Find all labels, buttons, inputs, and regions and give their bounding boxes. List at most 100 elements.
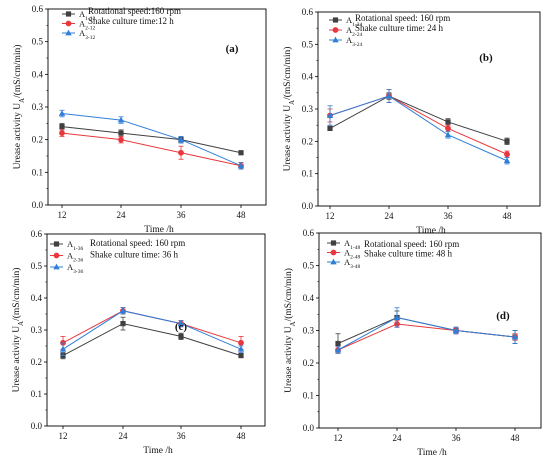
x-tick-label: 12 [58, 210, 67, 220]
x-tick-label: 36 [177, 210, 187, 220]
panel-label: (d) [496, 310, 510, 322]
y-tick-label: 0.0 [302, 201, 314, 211]
annotation-text: Shake culture time: 36 h [90, 250, 178, 260]
panel-label: (b) [479, 52, 493, 64]
annotation-text: Rotational speed: 160 rpm [364, 239, 459, 249]
legend-entry-1-12: A1-12 [62, 9, 95, 22]
legend-entry-1-24: A1-24 [329, 15, 362, 28]
series-line [337, 323, 516, 351]
panel-label: (c) [175, 321, 188, 333]
legend-marker [53, 263, 60, 270]
y-axis-title-main: Urease activity U [283, 105, 293, 172]
legend-entry-2-36: A2-36 [50, 251, 83, 264]
series-line [61, 126, 242, 154]
legend-label-main: A [344, 248, 351, 258]
legend-entry-1-48: A1-48 [327, 238, 360, 251]
legend-label-main: A [67, 239, 74, 249]
legend-marker [332, 36, 339, 43]
y-tick-label: 0.2 [31, 357, 42, 367]
chart-panel-b: 0.0 0.1 0.2 0.3 0.4 0.5 0.6 12 24 36 48 Time /h Urea… [282, 7, 541, 236]
legend-label-sub: 2-48 [350, 255, 360, 261]
legend-label-main: A [346, 15, 353, 25]
series-2-24 [327, 89, 510, 158]
y-tick-label: 0.4 [303, 293, 315, 303]
y-tick-label: 0.4 [31, 293, 43, 303]
legend-marker [53, 241, 60, 247]
series-2-12 [59, 129, 244, 170]
y-tick-label: 0.4 [32, 69, 44, 79]
data-point [237, 345, 245, 352]
legend-label-main: A [344, 257, 351, 267]
legend-marker [330, 249, 337, 256]
data-point [59, 345, 67, 352]
data-point [118, 136, 124, 143]
series-1-24 [327, 92, 510, 145]
legend-entry-3-12: A3-12 [62, 28, 95, 41]
y-tick-label: 0.1 [31, 389, 42, 399]
annotation-text: Shake culture time: 48 h [364, 249, 452, 259]
chart-panel-a: 0.0 0.1 0.2 0.3 0.4 0.5 0.6 12 24 36 48 Time /h Urea… [12, 4, 267, 235]
legend-entry-1-36: A1-36 [50, 239, 83, 252]
series-line [329, 95, 508, 142]
y-axis-title-unit: /(mS/cm/min) [283, 268, 294, 321]
legend-entry-3-24: A3-24 [329, 35, 362, 48]
legend-label: A3-24 [346, 35, 362, 48]
y-tick-label: 0.1 [302, 169, 313, 179]
series-line [62, 323, 242, 357]
x-tick-label: 48 [237, 431, 247, 441]
series-3-12 [58, 109, 245, 170]
y-tick-label: 0.6 [32, 4, 44, 14]
x-tick-label: 36 [444, 211, 454, 221]
legend-label: A3-12 [79, 28, 95, 41]
legend-label-sub: 2-36 [73, 258, 83, 264]
data-point [393, 314, 401, 320]
y-tick-label: 0.3 [303, 326, 315, 336]
y-tick-label: 0.0 [31, 421, 43, 431]
legend-entry-3-36: A3-36 [50, 262, 83, 275]
x-tick-label: 48 [503, 211, 513, 221]
data-point [503, 157, 511, 164]
legend-label-main: A [79, 28, 86, 38]
annotation-text: Rotational speed: 160 rpm [355, 13, 450, 23]
y-axis-title: Urease activity UA/(mS/cm/min) [282, 47, 296, 172]
plot-frame [47, 8, 267, 206]
x-tick-label: 48 [237, 210, 247, 220]
series-line [337, 316, 516, 351]
legend-label: A2-48 [344, 248, 360, 261]
y-tick-label: 0.4 [302, 72, 314, 82]
legend-marker [65, 29, 72, 36]
y-axis-title-unit: /(mS/cm/min) [11, 268, 22, 321]
legend-label: A2-24 [346, 25, 362, 38]
y-axis-title-main: Urease activity U [12, 326, 22, 393]
y-axis-title-unit: /(mS/cm/min) [282, 47, 293, 100]
y-tick-label: 0.2 [303, 358, 314, 368]
y-tick-label: 0.3 [302, 104, 314, 114]
annotation-text: Shake culture time: 24 h [355, 23, 443, 33]
data-point [445, 119, 451, 125]
data-point [59, 130, 65, 137]
legend-label-main: A [346, 35, 353, 45]
data-point [444, 131, 452, 138]
y-tick-label: 0.5 [303, 261, 315, 271]
data-point [177, 320, 185, 326]
y-tick-label: 0.1 [32, 167, 43, 177]
y-tick-label: 0.5 [302, 39, 314, 49]
data-point [238, 150, 244, 156]
legend-marker [330, 240, 337, 246]
legend-entry-2-48: A2-48 [327, 248, 360, 261]
data-point [238, 339, 244, 346]
legend-label-sub: 3-48 [350, 264, 360, 270]
legend-label: A1-12 [79, 9, 95, 22]
legend-marker [332, 17, 339, 23]
series-1-36 [60, 316, 244, 360]
legend-label-sub: 3-24 [352, 42, 362, 48]
legend-marker [330, 258, 337, 265]
legend-label-main: A [346, 25, 353, 35]
y-tick-label: 0.6 [302, 7, 314, 17]
legend-label: A1-48 [344, 238, 360, 251]
annotation-text: Rotational speed: 160 rpm [90, 238, 185, 248]
y-tick-label: 0.2 [32, 135, 43, 145]
legend-entry-2-24: A2-24 [329, 25, 362, 38]
plot-frame [318, 232, 542, 429]
x-tick-label: 24 [119, 431, 129, 441]
